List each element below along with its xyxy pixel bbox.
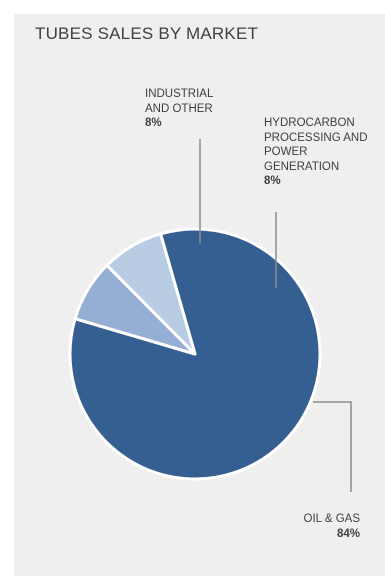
slice-label-hydrocarbon-name: HYDROCARBON PROCESSING AND POWER GENERAT… bbox=[264, 117, 368, 173]
slice-label-industrial-value: 8% bbox=[145, 117, 162, 129]
slice-label-hydrocarbon: HYDROCARBON PROCESSING AND POWER GENERAT… bbox=[264, 116, 368, 189]
pie-chart bbox=[68, 139, 352, 492]
slice-label-industrial: INDUSTRIAL AND OTHER 8% bbox=[145, 87, 213, 131]
pie-slice-2 bbox=[105, 232, 197, 356]
slice-label-oil-gas-value: 84% bbox=[336, 527, 360, 540]
slice-label-industrial-name: INDUSTRIAL AND OTHER bbox=[145, 88, 214, 115]
slice-label-oil-gas: OIL & GAS 84% bbox=[304, 512, 360, 541]
slice-label-oil-gas-name: OIL & GAS bbox=[303, 513, 360, 525]
chart-title: TUBES SALES BY MARKET bbox=[35, 24, 259, 43]
chart-panel: TUBES SALES BY MARKET INDUSTRIAL AND OTH… bbox=[14, 14, 385, 576]
slice-label-hydrocarbon-value: 8% bbox=[264, 175, 281, 187]
leader-line-oil-gas bbox=[313, 401, 352, 492]
